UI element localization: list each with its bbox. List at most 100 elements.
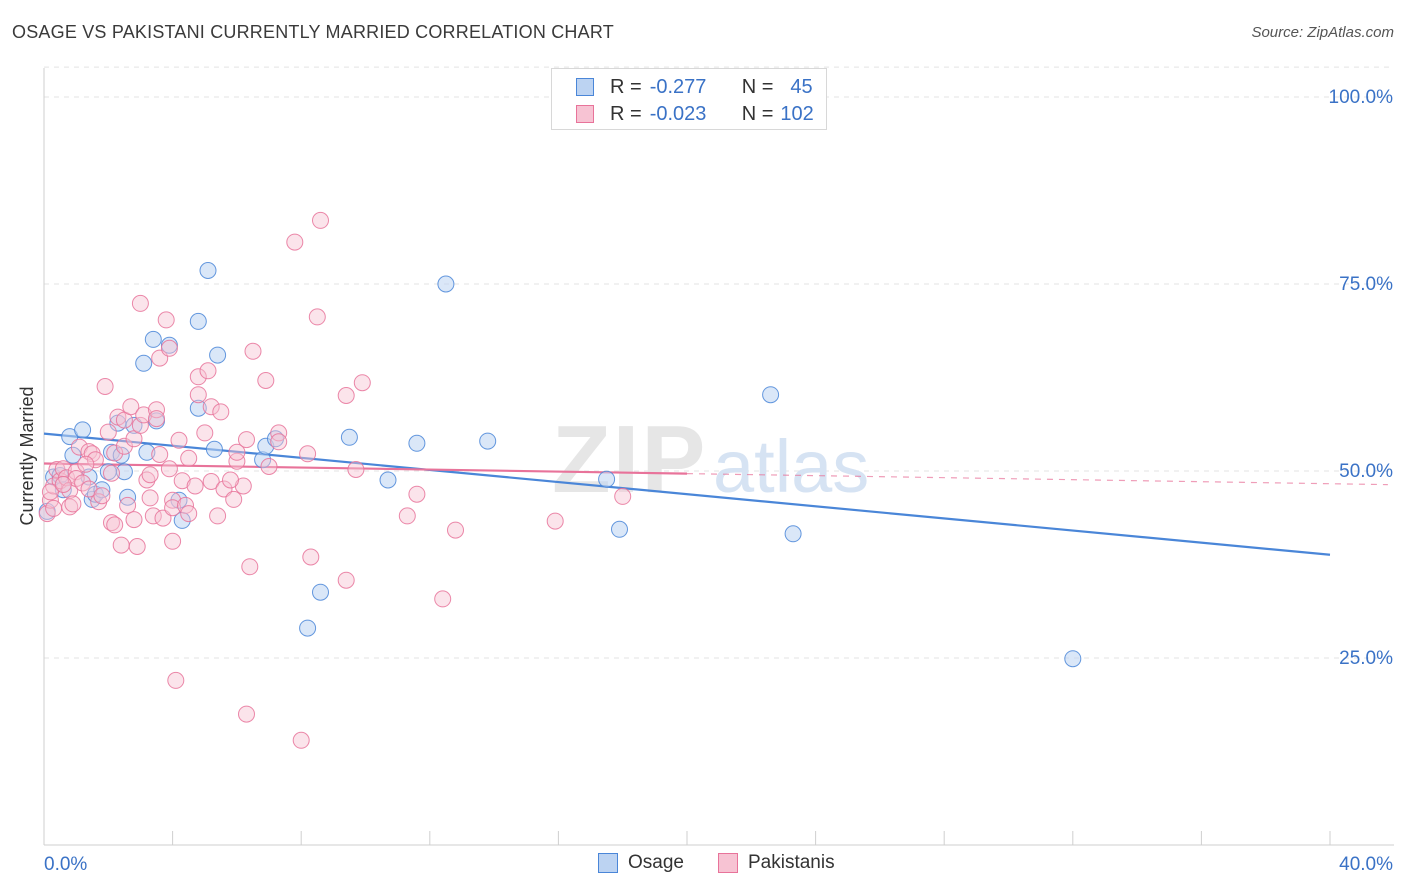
- pakistanis-point: [225, 490, 243, 508]
- pakistanis-point: [238, 431, 255, 449]
- legend-r-label: R =: [610, 102, 642, 125]
- osage-point: [1064, 650, 1082, 668]
- pakistanis-point: [244, 342, 262, 360]
- osage-point: [135, 354, 153, 372]
- osage-point: [437, 275, 455, 293]
- osage-legend-swatch: [598, 853, 618, 873]
- osage-point: [379, 471, 397, 489]
- bottom-legend-pakistanis[interactable]: Pakistanis: [718, 852, 835, 874]
- osage-legend-label: Osage: [628, 852, 684, 873]
- y-tick-label: 75.0%: [1339, 274, 1393, 295]
- pakistanis-point: [614, 487, 632, 505]
- y-axis-title: Currently Married: [17, 386, 37, 525]
- pakistanis-point: [112, 536, 130, 554]
- pakistanis-point: [128, 538, 146, 555]
- pakistanis-point: [164, 499, 182, 517]
- x-tick-label: 0.0%: [44, 854, 87, 875]
- x-tick-label: 40.0%: [1339, 854, 1393, 875]
- pakistanis-point: [103, 514, 120, 532]
- pakistanis-legend-swatch: [718, 853, 738, 873]
- legend-row-osage: R = -0.277 N = 45: [576, 75, 813, 99]
- pakistanis-trend-line: [43, 462, 688, 475]
- legend-n-value: 45: [790, 75, 813, 98]
- pakistanis-point: [151, 446, 169, 463]
- pakistanis-point: [270, 424, 288, 442]
- osage-point: [115, 463, 133, 481]
- pakistanis-point: [212, 403, 230, 421]
- pakistanis-point: [103, 464, 120, 482]
- pakistanis-point: [131, 294, 149, 312]
- legend-n-value: 102: [780, 102, 814, 125]
- pakistanis-point: [160, 339, 178, 357]
- pakistanis-point: [135, 406, 153, 424]
- pakistanis-point: [199, 362, 217, 380]
- pakistanis-point: [286, 233, 304, 251]
- pakistanis-point: [167, 671, 185, 689]
- pakistanis-point: [64, 495, 82, 513]
- legend-r-value: -0.277: [649, 75, 707, 98]
- y-tick-label: 25.0%: [1339, 648, 1393, 669]
- pakistanis-point: [170, 431, 188, 449]
- pakistanis-point: [546, 512, 564, 530]
- osage-point: [74, 421, 92, 439]
- osage-point: [598, 470, 616, 488]
- osage-point: [80, 468, 98, 486]
- pakistanis-point: [180, 449, 198, 467]
- pakistanis-point: [222, 471, 239, 489]
- pakistanis-point: [186, 477, 204, 495]
- pakistanis-point: [131, 416, 149, 434]
- pakistanis-point: [125, 511, 143, 529]
- pakistanis-point: [54, 476, 72, 493]
- pakistanis-point: [45, 499, 63, 517]
- osage-point: [125, 416, 143, 434]
- pakistanis-point: [41, 483, 59, 501]
- pakistanis-point: [347, 461, 365, 478]
- watermark: ZIP atlas: [552, 406, 869, 513]
- osage-point: [408, 434, 426, 452]
- legend-r-label: R =: [610, 75, 642, 98]
- pakistanis-point: [202, 473, 220, 490]
- pakistanis-point: [148, 401, 165, 419]
- pakistanis-point: [154, 509, 172, 527]
- legend-n-label: N =: [741, 102, 774, 125]
- pakistanis-point: [138, 471, 156, 489]
- pakistanis-point: [215, 480, 233, 498]
- osage-point: [189, 312, 207, 330]
- pakistanis-point: [202, 398, 220, 416]
- osage-point: [479, 432, 497, 450]
- stats-legend: R = -0.277 N = 45 R = -0.023 N = 102: [551, 68, 827, 130]
- pakistanis-point: [141, 466, 159, 484]
- osage-point: [312, 583, 329, 601]
- osage-point: [762, 386, 780, 404]
- pakistanis-point: [270, 433, 288, 451]
- pakistanis-point: [228, 452, 246, 470]
- pakistanis-point: [434, 590, 452, 608]
- pakistanis-point: [99, 423, 117, 441]
- pakistanis-point: [228, 443, 246, 461]
- pakistanis-point: [196, 424, 214, 442]
- osage-point: [189, 399, 207, 417]
- legend-n-label: N =: [741, 75, 774, 98]
- pakistanis-point: [157, 311, 175, 329]
- pakistanis-point: [257, 372, 275, 389]
- pakistanis-point: [209, 507, 227, 525]
- bottom-legend-osage[interactable]: Osage: [598, 852, 684, 874]
- pakistanis-point: [189, 386, 207, 404]
- pakistanis-point: [173, 472, 191, 490]
- pakistanis-point: [447, 521, 464, 539]
- pakistanis-legend-label: Pakistanis: [748, 852, 835, 873]
- pakistanis-point: [160, 460, 178, 478]
- osage-point: [611, 520, 628, 538]
- pakistanis-swatch: [576, 105, 594, 123]
- osage-point: [112, 446, 130, 464]
- source-label: Source: ZipAtlas.com: [1251, 24, 1394, 41]
- pakistanis-point: [180, 505, 198, 523]
- watermark-zip: ZIP: [552, 406, 707, 513]
- osage-point: [138, 443, 156, 461]
- pakistanis-point: [93, 487, 111, 505]
- pakistanis-point: [77, 455, 95, 473]
- pakistanis-point: [106, 516, 124, 534]
- pakistanis-point: [292, 731, 310, 749]
- pakistanis-point: [308, 308, 326, 326]
